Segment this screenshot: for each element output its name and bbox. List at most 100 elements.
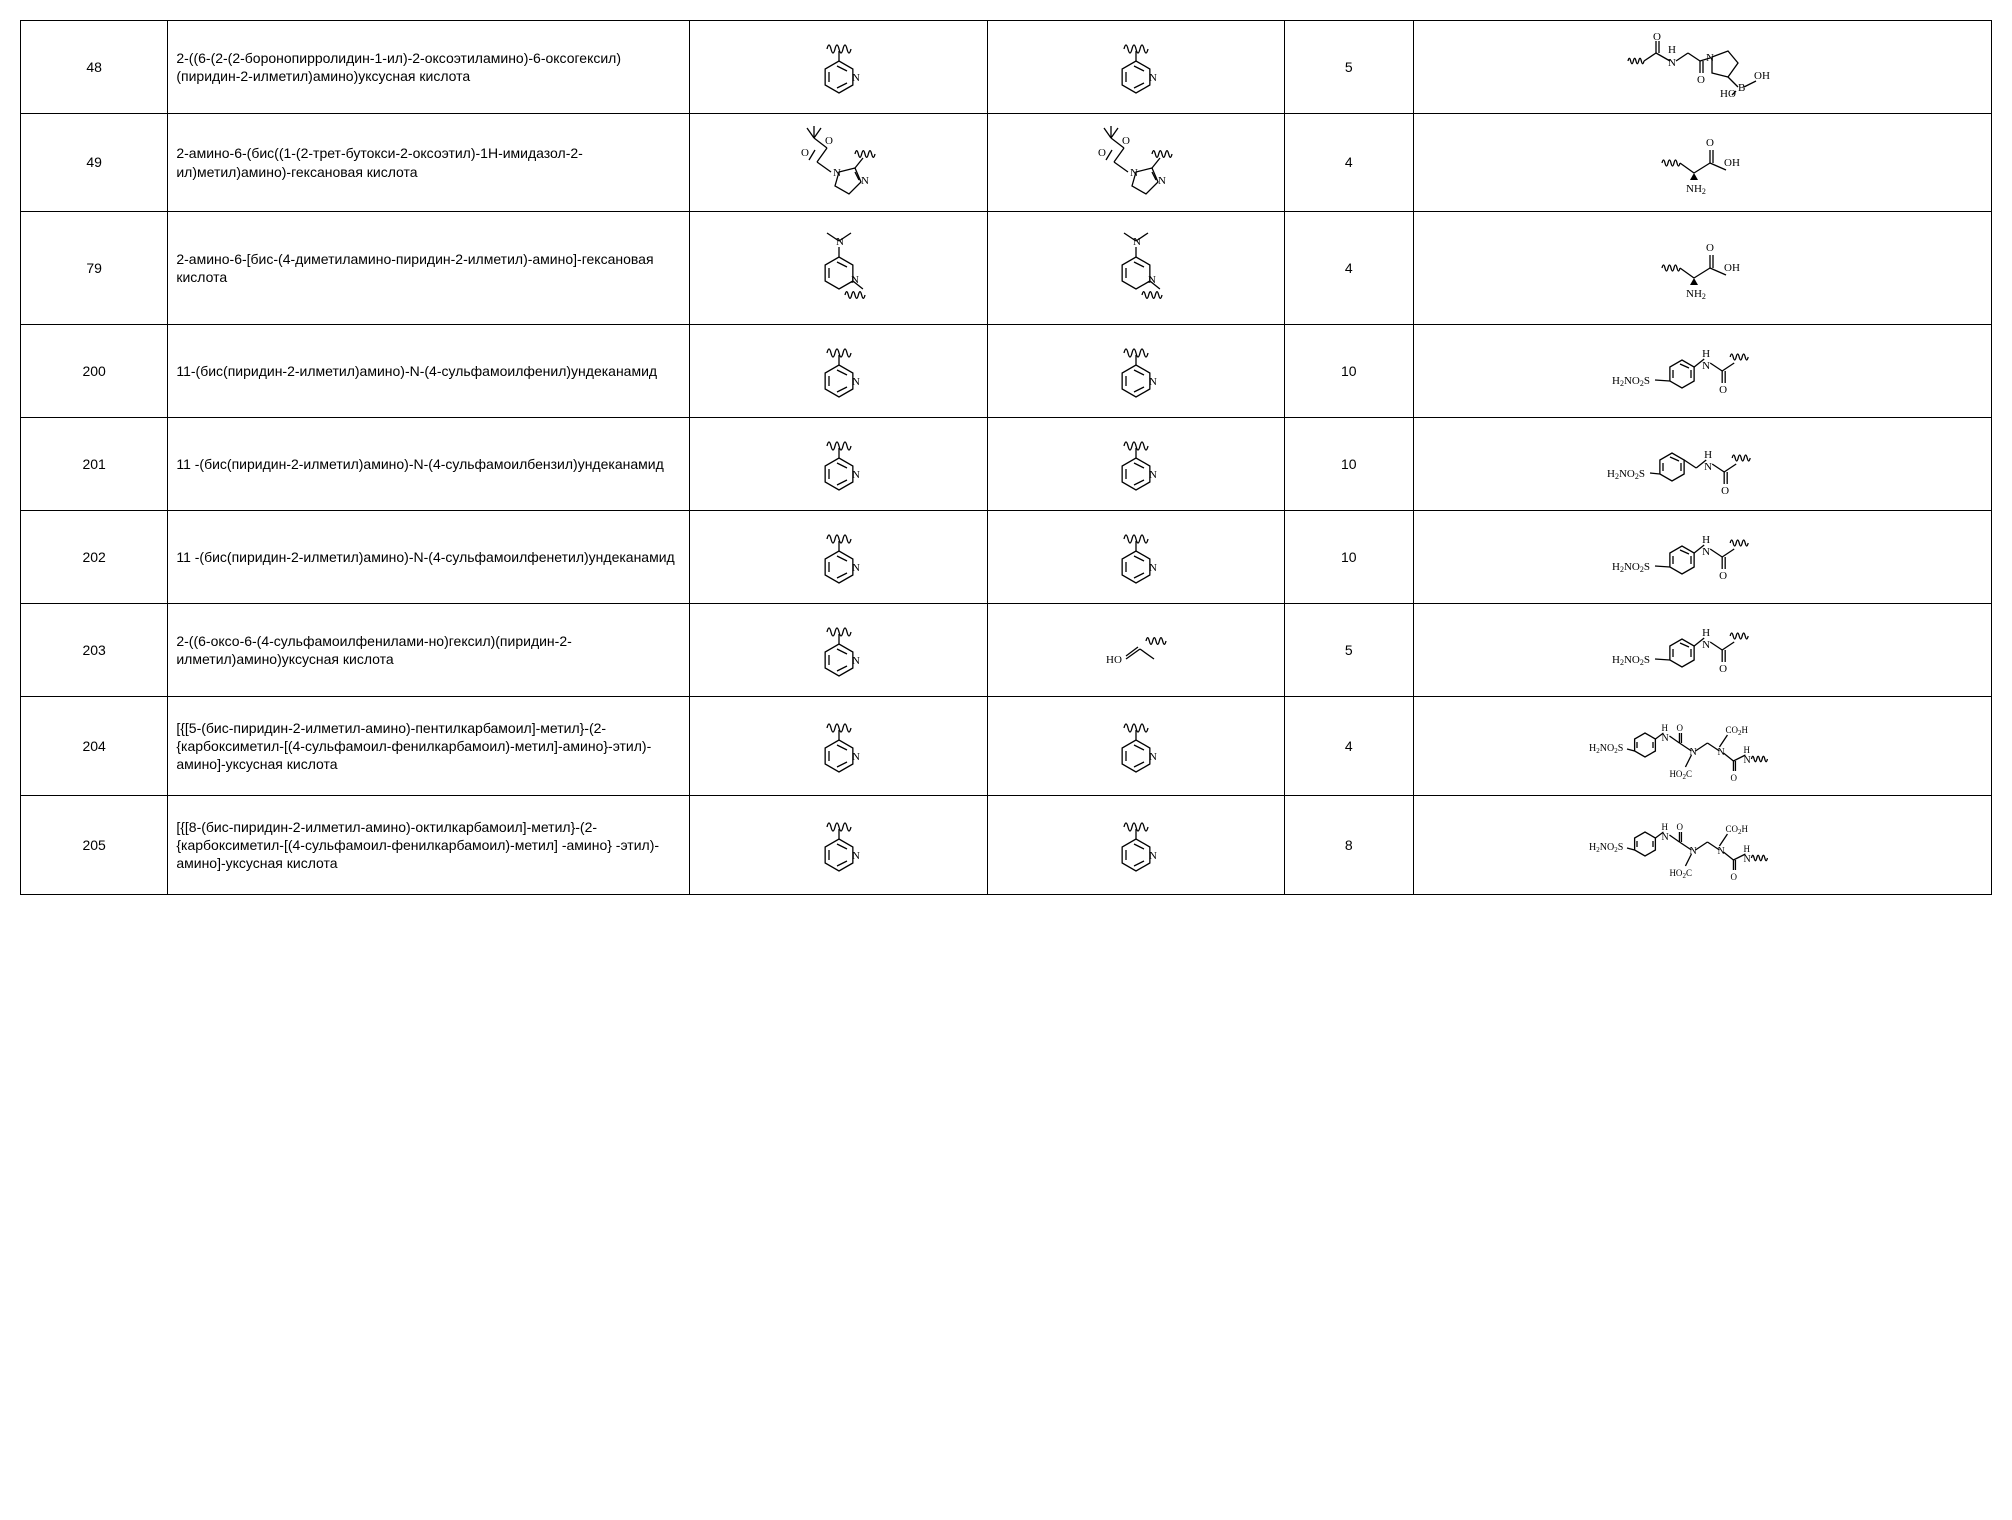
svg-text:O: O: [1719, 570, 1727, 582]
svg-text:N: N: [1704, 461, 1712, 473]
svg-text:OH: OH: [1754, 70, 1770, 82]
structure-r1: N N: [690, 212, 987, 325]
structure-r1: N: [690, 325, 987, 418]
table-row: 20211 -(бис(пиридин-2-илметил)амино)-N-(…: [21, 511, 1992, 604]
structure-r1: N: [690, 796, 987, 895]
structure-r2: N N: [987, 212, 1284, 325]
structure-r1: N: [690, 697, 987, 796]
svg-text:NH2: NH2: [1686, 183, 1706, 196]
svg-text:O: O: [1677, 723, 1684, 733]
compound-name: 2-амино-6-(бис((1-(2-трет-бутокси-2-оксо…: [168, 114, 690, 212]
svg-text:N: N: [1744, 755, 1751, 766]
svg-text:H: H: [1668, 44, 1676, 56]
svg-text:N: N: [852, 655, 860, 667]
svg-text:O: O: [1677, 822, 1684, 832]
linker-n: 4: [1284, 697, 1413, 796]
compound-id: 48: [21, 21, 168, 114]
svg-text:N: N: [861, 175, 869, 187]
svg-text:OH: OH: [1724, 157, 1740, 169]
table-row: 204[{[5-(бис-пиридин-2-илметил-амино)-пе…: [21, 697, 1992, 796]
svg-text:H: H: [1744, 844, 1751, 854]
structure-r1: N: [690, 21, 987, 114]
svg-text:H2NO2S: H2NO2S: [1589, 842, 1623, 854]
svg-text:H2NO2S: H2NO2S: [1612, 654, 1650, 667]
svg-text:H: H: [1702, 627, 1710, 639]
table-row: 492-амино-6-(бис((1-(2-трет-бутокси-2-ок…: [21, 114, 1992, 212]
table-row: 205[{[8-(бис-пиридин-2-илметил-амино)-ок…: [21, 796, 1992, 895]
compound-name: 11 -(бис(пиридин-2-илметил)амино)-N-(4-с…: [168, 418, 690, 511]
svg-text:N: N: [1662, 832, 1669, 843]
svg-text:H: H: [1662, 723, 1669, 733]
table-row: 792-амино-6-[бис-(4-диметиламино-пиридин…: [21, 212, 1992, 325]
svg-text:O: O: [1098, 147, 1106, 159]
svg-text:H: H: [1662, 822, 1669, 832]
structure-r2: N: [987, 418, 1284, 511]
structure-r2: N: [987, 697, 1284, 796]
svg-text:O: O: [1706, 242, 1714, 254]
structure-r3: OHNONBOHHO: [1413, 21, 1991, 114]
svg-text:O: O: [801, 147, 809, 159]
svg-text:N: N: [1149, 469, 1157, 481]
svg-text:O: O: [1731, 773, 1738, 783]
linker-n: 8: [1284, 796, 1413, 895]
structure-r3: NH2 O OH: [1413, 114, 1991, 212]
svg-text:N: N: [1149, 751, 1157, 763]
svg-text:O: O: [825, 135, 833, 147]
table-row: 2032-((6-оксо-6-(4-сульфамоилфенилами-но…: [21, 604, 1992, 697]
structure-r2: N: [987, 21, 1284, 114]
svg-text:O: O: [1731, 872, 1738, 882]
compound-id: 204: [21, 697, 168, 796]
table-row: 482-((6-(2-(2-боронопирролидин-1-ил)-2-о…: [21, 21, 1992, 114]
svg-text:N: N: [1668, 57, 1676, 69]
structure-r2: N: [987, 796, 1284, 895]
compound-name: 2-((6-(2-(2-боронопирролидин-1-ил)-2-окс…: [168, 21, 690, 114]
structure-r1: N: [690, 418, 987, 511]
compound-id: 201: [21, 418, 168, 511]
table-row: 20011-(бис(пиридин-2-илметил)амино)-N-(4…: [21, 325, 1992, 418]
svg-text:O: O: [1706, 137, 1714, 149]
compound-id: 79: [21, 212, 168, 325]
svg-text:H2NO2S: H2NO2S: [1607, 468, 1645, 481]
svg-text:H: H: [1702, 534, 1710, 546]
linker-n: 10: [1284, 325, 1413, 418]
structure-r3: H2NO2S HNO: [1413, 604, 1991, 697]
svg-text:O: O: [1721, 485, 1729, 497]
svg-text:CO2H: CO2H: [1726, 824, 1749, 836]
svg-text:N: N: [1718, 846, 1725, 857]
svg-text:H2NO2S: H2NO2S: [1612, 561, 1650, 574]
svg-text:N: N: [852, 850, 860, 862]
svg-text:N: N: [1149, 562, 1157, 574]
linker-n: 4: [1284, 114, 1413, 212]
svg-text:CO2H: CO2H: [1726, 725, 1749, 737]
svg-text:N: N: [1702, 546, 1710, 558]
structure-r1: N: [690, 604, 987, 697]
linker-n: 4: [1284, 212, 1413, 325]
compound-name: [{[5-(бис-пиридин-2-илметил-амино)-пенти…: [168, 697, 690, 796]
svg-text:OH: OH: [1724, 262, 1740, 274]
structure-r2: HO: [987, 604, 1284, 697]
structure-r2: N: [987, 511, 1284, 604]
compound-id: 200: [21, 325, 168, 418]
compound-table: 482-((6-(2-(2-боронопирролидин-1-ил)-2-о…: [20, 20, 1992, 895]
svg-text:NH2: NH2: [1686, 288, 1706, 301]
svg-text:O: O: [1122, 135, 1130, 147]
svg-text:H2NO2S: H2NO2S: [1612, 375, 1650, 388]
structure-r3: H2NO2SHNONHO2CNCO2HOHN: [1413, 697, 1991, 796]
structure-r3: H2NO2S HNO: [1413, 418, 1991, 511]
structure-r3: H2NO2S HNO: [1413, 325, 1991, 418]
compound-id: 205: [21, 796, 168, 895]
compound-name: 11-(бис(пиридин-2-илметил)амино)-N-(4-су…: [168, 325, 690, 418]
svg-text:H: H: [1744, 745, 1751, 755]
svg-text:HO2C: HO2C: [1670, 769, 1693, 781]
svg-text:O: O: [1697, 74, 1705, 86]
compound-id: 202: [21, 511, 168, 604]
linker-n: 5: [1284, 21, 1413, 114]
svg-text:N: N: [852, 751, 860, 763]
svg-text:N: N: [1718, 747, 1725, 758]
svg-text:H: H: [1704, 449, 1712, 461]
linker-n: 10: [1284, 511, 1413, 604]
linker-n: 5: [1284, 604, 1413, 697]
svg-text:N: N: [1149, 376, 1157, 388]
structure-r3: NH2 O OH: [1413, 212, 1991, 325]
svg-text:H2NO2S: H2NO2S: [1589, 743, 1623, 755]
